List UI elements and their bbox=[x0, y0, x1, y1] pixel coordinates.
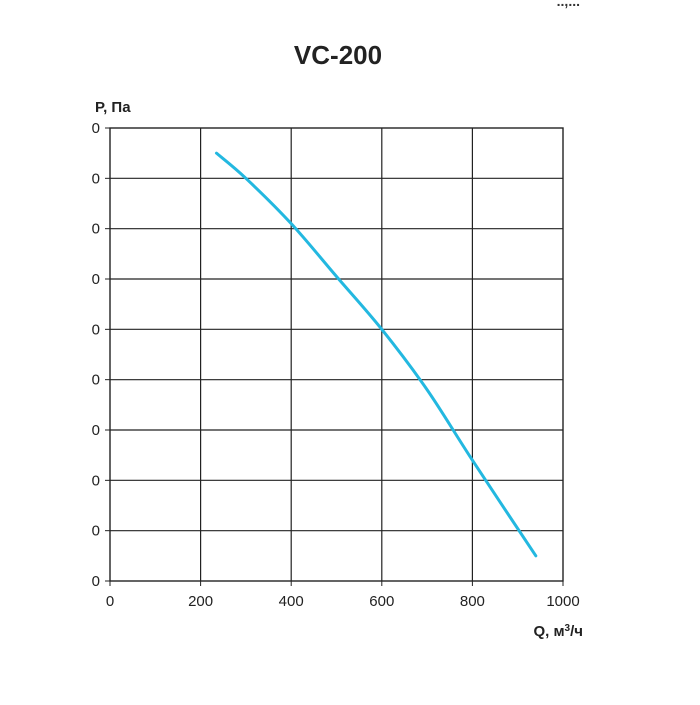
y-tick-label: 0 bbox=[92, 523, 100, 540]
y-tick-label: 0 bbox=[92, 573, 100, 590]
x-tick-label: 0 bbox=[106, 593, 114, 610]
x-tick-label: 1000 bbox=[546, 593, 579, 610]
series-line bbox=[214, 151, 538, 558]
y-tick-label: 0 bbox=[92, 372, 100, 389]
grid-layer bbox=[109, 127, 564, 582]
y-tick-label: 0 bbox=[92, 221, 100, 238]
x-tick-label: 400 bbox=[279, 593, 304, 610]
x-tick-label: 800 bbox=[460, 593, 485, 610]
corner-fragment-text: ..,... bbox=[556, 0, 580, 9]
x-tick-label: 600 bbox=[369, 593, 394, 610]
plot-frame bbox=[109, 127, 564, 582]
y-tick-label: 0 bbox=[92, 422, 100, 439]
x-tick-label: 200 bbox=[188, 593, 213, 610]
y-tick-label: 0 bbox=[92, 120, 100, 137]
y-tick-label: 0 bbox=[92, 321, 100, 338]
y-tick-label: 0 bbox=[92, 271, 100, 288]
chart-title: VC-200 bbox=[294, 40, 382, 70]
series-layer bbox=[214, 151, 538, 558]
x-axis-label: Q, м3/ч bbox=[533, 623, 583, 641]
y-tick-label: 0 bbox=[92, 472, 100, 489]
y-axis-label: P, Па bbox=[95, 99, 131, 116]
y-tick-label: 0 bbox=[92, 170, 100, 187]
